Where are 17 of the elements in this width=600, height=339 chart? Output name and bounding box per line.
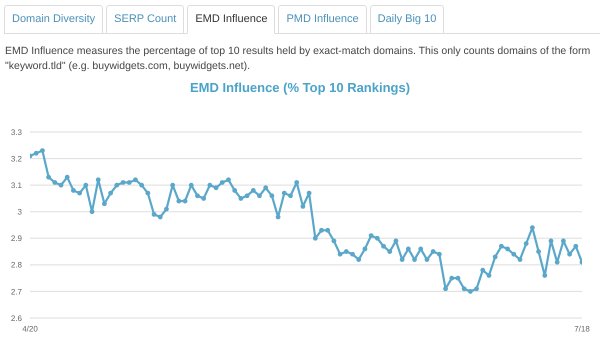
y-tick-label: 2.7 [10,287,23,296]
y-tick-label: 3.3 [10,128,23,137]
y-tick-label: 2.8 [10,260,23,270]
chart-title: EMD Influence (% Top 10 Rankings) [188,80,412,95]
text: SERP Count [106,5,184,34]
text: EMD Influence [187,5,276,34]
y-tick-label: 3 [18,208,23,217]
y-tick-label: 2.6 [10,314,23,323]
x-tick-label: 4/20 [22,324,38,334]
text: Domain Diversity [4,5,104,34]
x-tick-label: 7/18 [574,324,590,334]
y-tick-label: 3.1 [10,180,23,190]
text: Daily Big 10 [370,5,444,34]
y-tick-label: 2.9 [10,234,23,244]
text: PMD Influence [278,5,367,34]
y-tick-label: 3.2 [10,154,23,164]
chart-subtitle: EMD Influence measures the percentage of top 10 results held by exact-match domains. This only counts domains of the form "keyword.tld" (e.g. buywidgets.com, buywidgets.net). [5,44,592,74]
